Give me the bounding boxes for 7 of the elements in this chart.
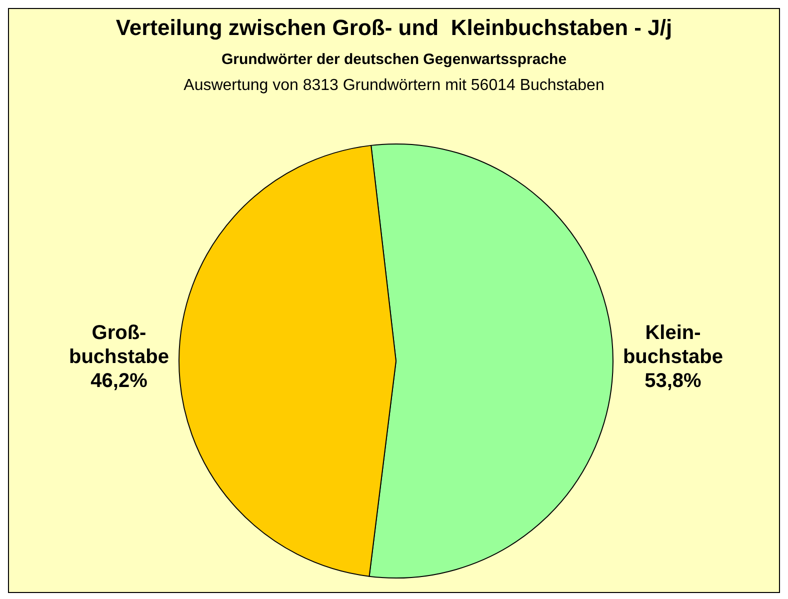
slice-label: Klein-buchstabe	[622, 322, 724, 368]
data-label: 46,2%	[90, 370, 148, 392]
chart-subtitle: Grundwörter der deutschen Gegenwartssprache	[220, 51, 568, 68]
text: Auswertung von 8313 Grundwörtern mit 56014 Buchstaben	[182, 77, 606, 95]
slice-label: Groß-buchstabe	[68, 322, 170, 368]
data-label: 53,8%	[644, 370, 702, 392]
chart-title: Verteilung zwischen Groß- und Kleinbuchstaben - J/j	[114, 15, 674, 41]
